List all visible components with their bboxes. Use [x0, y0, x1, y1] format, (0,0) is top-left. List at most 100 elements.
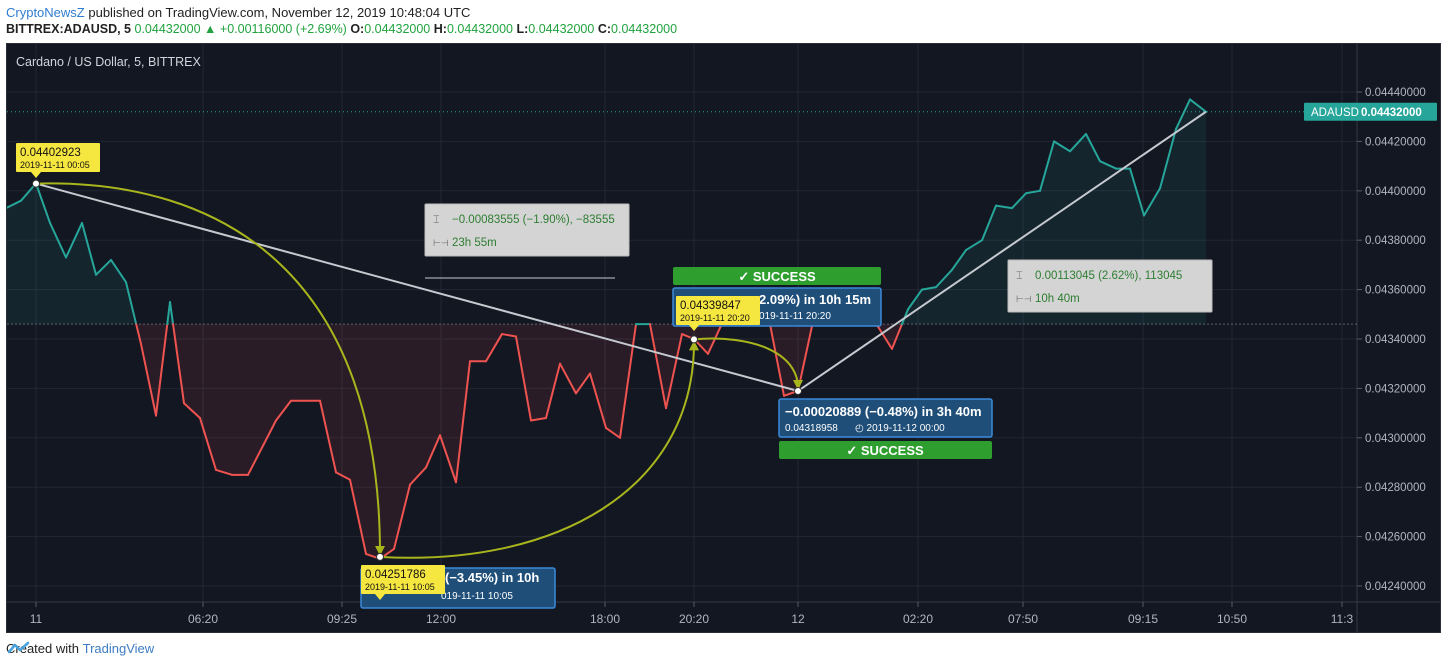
area-fill-below — [7, 324, 1206, 559]
series-segment — [1143, 187, 1161, 217]
trendline — [797, 110, 1207, 392]
series-segment — [995, 204, 1013, 210]
start-label-date: 2019-11-11 00:05 — [20, 160, 90, 170]
price-tag-value: 0.04432000 — [1361, 107, 1422, 119]
low-value: 0.04432000 — [528, 22, 595, 36]
end-tooltip — [778, 398, 993, 438]
series-segment — [349, 478, 367, 555]
low-label: L: — [516, 22, 529, 36]
series-segment — [1053, 140, 1071, 153]
anchor-point — [32, 179, 40, 188]
success-label-top: ✓ SUCCESS — [738, 269, 816, 284]
series-segment — [559, 362, 577, 395]
time-tick-label: 20:20 — [679, 612, 709, 626]
series-segment — [183, 402, 201, 420]
symbol-line: BITTREX:ADAUSD, 5 0.04432000 ▲ +0.001160… — [6, 22, 677, 36]
time-tick-label: 02:20 — [903, 612, 933, 626]
low-label-price: 0.04251786 — [365, 569, 426, 581]
price-tick-label: 0.04300000 — [1365, 433, 1426, 445]
series-segment — [81, 221, 97, 276]
series-segment — [877, 325, 893, 350]
time-tick-label: 12:00 — [426, 612, 456, 626]
success-badge-bottom — [779, 441, 992, 459]
anchor-point — [690, 335, 698, 344]
start-label-pointer — [31, 172, 41, 178]
series-segment — [1159, 128, 1177, 190]
price-tick-label: 0.04400000 — [1365, 186, 1426, 198]
tradingview-link[interactable]: TradingView — [82, 641, 155, 656]
series-segment — [575, 372, 591, 395]
anchor-point — [376, 552, 384, 561]
publish-line: CryptoNewsZ published on TradingView.com… — [6, 5, 470, 20]
series-segment — [619, 323, 637, 439]
time-tick-label: 09:15 — [1128, 612, 1158, 626]
series-segment — [605, 426, 621, 439]
series-segment — [125, 281, 138, 326]
projection-arc — [693, 337, 803, 390]
projection-arc — [35, 182, 385, 556]
series-segment — [275, 399, 292, 422]
end-tooltip-date: ◴ 2019-11-12 00:00 — [855, 423, 945, 434]
publisher-link[interactable]: CryptoNewsZ — [6, 5, 85, 20]
series-segment — [155, 323, 169, 417]
symbol-name: BITTREX:ADAUSD, 5 — [6, 22, 132, 36]
series-segment — [1085, 132, 1101, 163]
up-arrow-icon: ▲ — [204, 22, 217, 36]
low-label-box — [361, 565, 445, 594]
high-label: H: — [433, 22, 447, 36]
mid-label-date: 2019-11-11 20:20 — [680, 313, 750, 323]
measure-up-price-icon: ⌶ — [1016, 270, 1023, 282]
series-segment — [797, 323, 814, 392]
series-segment — [485, 333, 503, 363]
end-tooltip-text: −0.00020889 (−0.48%) in 3h 40m — [785, 404, 982, 419]
low-label-pointer — [375, 594, 385, 600]
measure-up-box — [1007, 259, 1213, 313]
series-segment — [172, 323, 185, 405]
time-tick-label: 18:00 — [590, 612, 620, 626]
series-segment — [649, 323, 667, 410]
series-segment — [7, 199, 22, 209]
price-tick-label: 0.04320000 — [1365, 383, 1426, 395]
close-value: 0.04432000 — [611, 22, 678, 36]
end-tooltip-price: 0.04318958 — [785, 423, 838, 434]
success-badge-top — [673, 267, 881, 285]
mid-label-box — [676, 296, 760, 325]
series-segment — [49, 221, 67, 259]
time-tick-label: 11 — [30, 612, 43, 626]
series-segment — [135, 323, 142, 345]
series-segment — [1039, 140, 1055, 192]
start-label-price: 0.04402923 — [20, 147, 81, 159]
price-tag-symbol: ADAUSD — [1311, 107, 1359, 119]
series-segment — [110, 258, 127, 284]
chart-area[interactable]: 0.04440000 0.04420000 0.04400000 0.04380000… — [6, 43, 1441, 633]
measure-down-box — [424, 203, 630, 257]
close-label: C: — [597, 22, 612, 36]
time-tick-label: 07:50 — [1008, 612, 1038, 626]
price-tick-label: 0.04420000 — [1365, 136, 1426, 148]
series-segment — [589, 372, 607, 429]
series-segment — [65, 221, 83, 259]
series-segment — [439, 434, 457, 484]
high-value: 0.04432000 — [446, 22, 513, 36]
series-segment — [1189, 98, 1207, 113]
series-segment — [665, 333, 683, 410]
series-segment — [215, 468, 233, 476]
trendline — [35, 182, 799, 392]
low-tooltip-text: (−3.45%) in 10h — [445, 570, 539, 585]
price-tick-label: 0.04360000 — [1365, 285, 1426, 297]
time-tick-label: 10:50 — [1217, 612, 1247, 626]
series-segment — [1175, 98, 1191, 131]
series-segment — [951, 249, 967, 271]
series-segment — [95, 258, 112, 276]
measure-down-value: −0.00083555 (−1.90%), −83555 — [452, 214, 615, 226]
series-segment — [981, 204, 997, 242]
anchor-point — [794, 386, 802, 395]
price-tick-label: 0.04240000 — [1365, 581, 1426, 593]
series-segment — [169, 300, 175, 326]
series-segment — [1129, 167, 1145, 217]
price-tick-label: 0.04280000 — [1365, 482, 1426, 494]
open-value: 0.04432000 — [364, 22, 431, 36]
price-chart[interactable]: 0.04440000 0.04420000 0.04400000 0.04380000… — [7, 44, 1440, 632]
price-tag-box — [1304, 102, 1437, 121]
footer: Created with TradingView — [6, 641, 154, 656]
